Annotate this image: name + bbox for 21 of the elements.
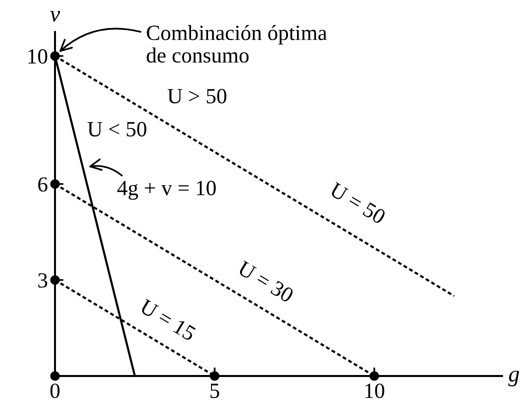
annotation: Combinación óptima de consumo: [146, 24, 327, 63]
text: U = 15: [138, 298, 197, 342]
annotation: U < 50: [88, 122, 146, 136]
text: U = 30: [236, 260, 295, 303]
point: [369, 371, 380, 381]
x-tick-label: 10: [365, 384, 384, 398]
y-tick-label: 3: [38, 273, 48, 288]
point: [50, 275, 60, 285]
annotation: 4g + v = 10: [117, 180, 216, 200]
y-tick-label: 10: [28, 49, 48, 64]
point: [50, 179, 60, 189]
y-tick-label: 6: [38, 177, 48, 192]
x-tick-label: 0: [50, 384, 60, 398]
point: [210, 371, 220, 381]
y-axis-title: v: [50, 10, 60, 22]
x-tick-label: 5: [210, 384, 220, 398]
point: [50, 371, 60, 381]
text: U = 50: [328, 182, 386, 224]
annotation: U > 50: [168, 88, 226, 104]
x-axis-title: g: [508, 370, 520, 386]
point: [50, 51, 60, 61]
